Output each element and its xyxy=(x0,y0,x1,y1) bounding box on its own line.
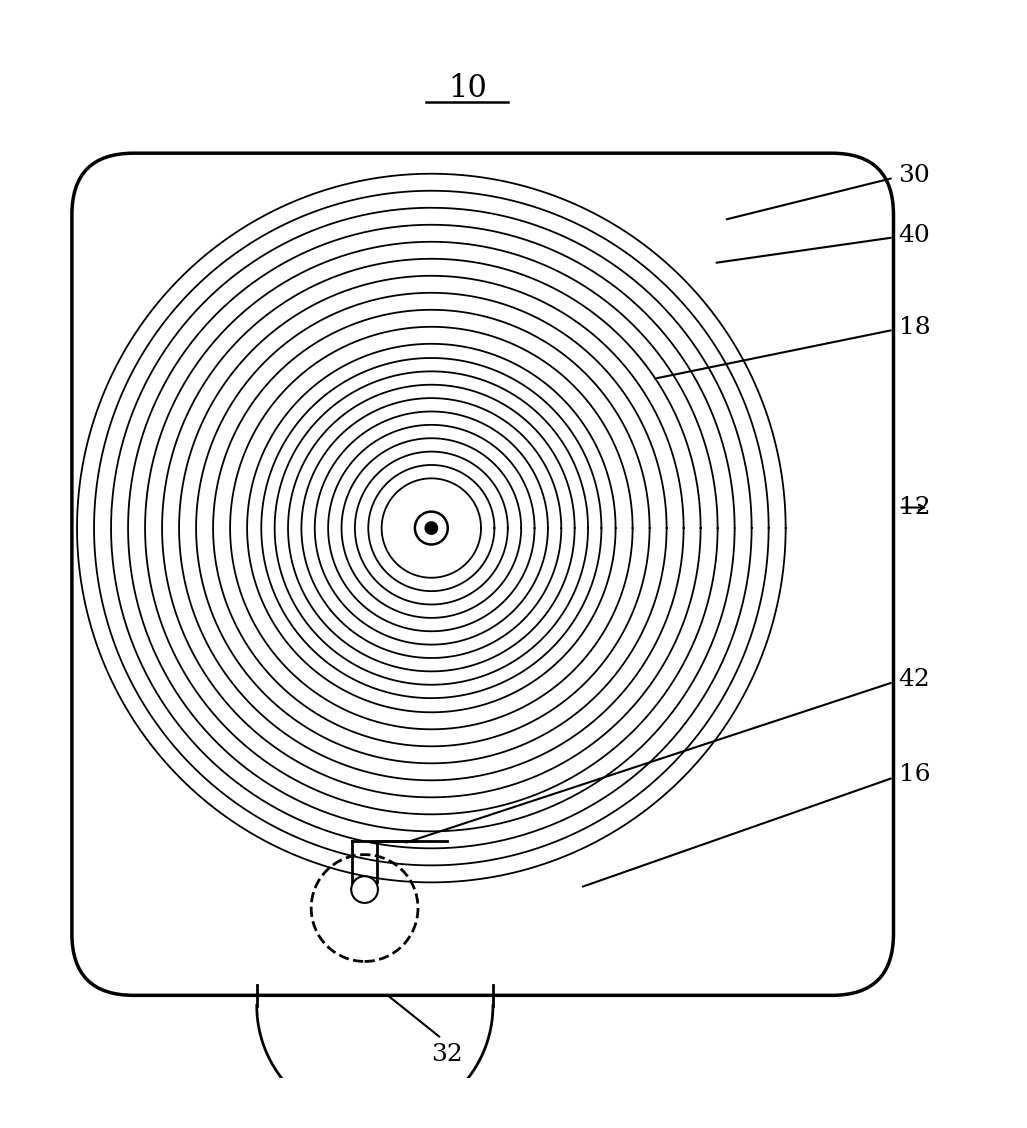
Circle shape xyxy=(415,512,448,545)
Text: 12: 12 xyxy=(899,496,930,519)
Text: 10: 10 xyxy=(448,73,487,104)
Text: 40: 40 xyxy=(899,223,930,247)
FancyBboxPatch shape xyxy=(72,153,893,995)
Circle shape xyxy=(351,876,378,902)
Text: 18: 18 xyxy=(899,316,930,340)
Circle shape xyxy=(425,522,438,535)
Text: 30: 30 xyxy=(899,165,930,187)
Text: 32: 32 xyxy=(431,1043,462,1066)
Text: 16: 16 xyxy=(899,763,930,786)
Text: 42: 42 xyxy=(899,668,930,690)
